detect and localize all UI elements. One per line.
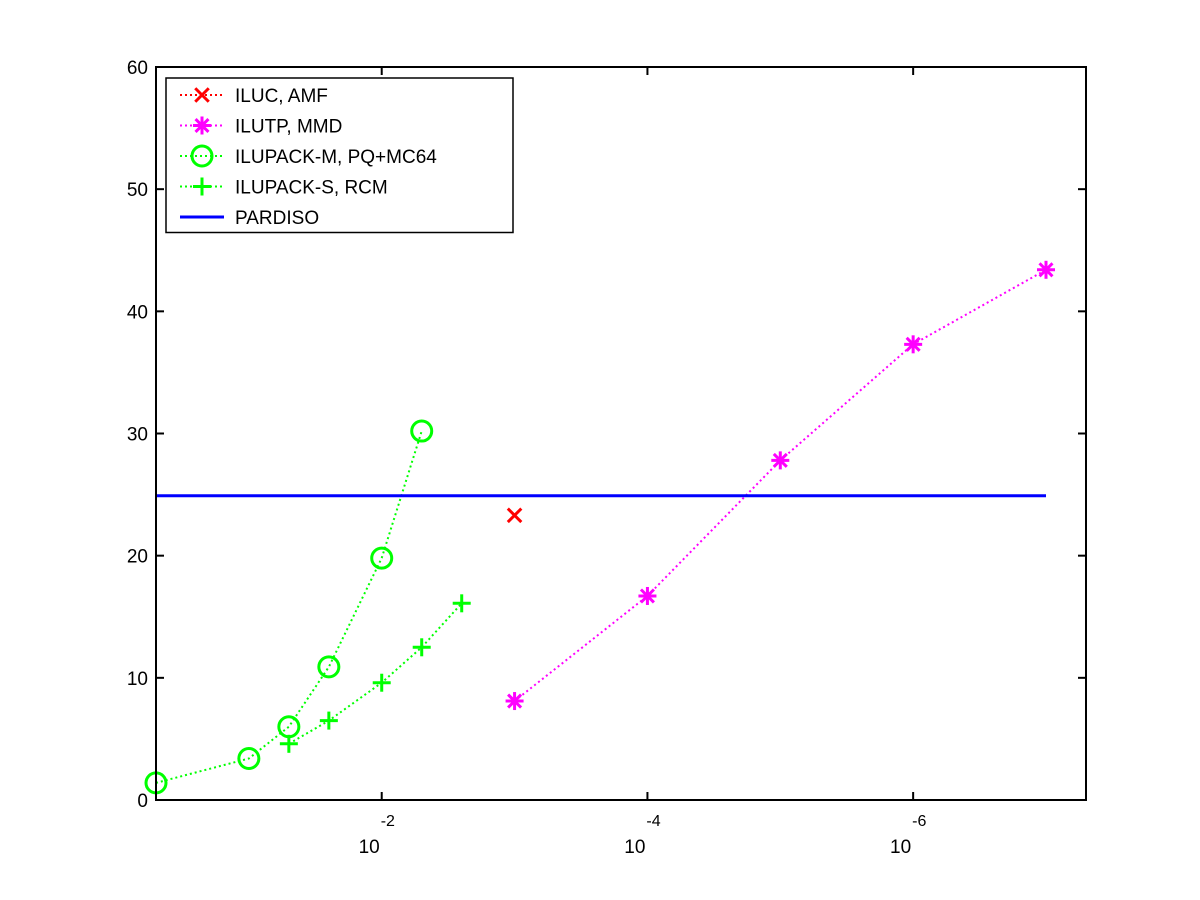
marker-stroke: [237, 746, 261, 770]
series-iluc-amf: [506, 507, 523, 524]
data-point: [372, 673, 391, 692]
data-point: [638, 586, 657, 605]
y-tick-label: 30: [127, 425, 148, 446]
y-tick-label: 50: [127, 180, 148, 201]
x-tick-label-base: 10: [624, 837, 645, 858]
marker-stroke: [194, 117, 210, 134]
legend-label: ILUPACK-S, RCM: [235, 178, 388, 199]
legend-item-ilupack-s-rcm: ILUPACK-S, RCM: [180, 177, 388, 199]
data-point: [505, 692, 524, 711]
data-point: [317, 655, 341, 679]
data-point: [452, 594, 471, 613]
data-point: [279, 734, 298, 753]
legend-item-pardiso: PARDISO: [180, 208, 319, 229]
data-point: [412, 638, 431, 657]
data-point: [370, 546, 394, 570]
marker-stroke: [370, 546, 394, 570]
marker-stroke: [507, 693, 523, 709]
x-tick-label-exponent: -2: [381, 813, 395, 830]
legend-box: [165, 77, 514, 234]
marker-stroke: [194, 87, 210, 103]
y-tick-label: 40: [127, 302, 148, 323]
marker-stroke: [317, 655, 341, 679]
data-point: [506, 507, 523, 524]
marker-stroke: [639, 588, 655, 604]
legend-label: ILUC, AMF: [235, 86, 328, 107]
data-point: [771, 451, 790, 470]
y-tick-label: 0: [137, 791, 148, 812]
legend-label: ILUTP, MMD: [235, 117, 342, 138]
data-point: [1037, 260, 1056, 279]
data-point: [237, 746, 261, 770]
legend-item-ilutp-mmd: ILUTP, MMD: [180, 116, 342, 138]
data-point: [904, 335, 923, 354]
series-line: [155, 430, 423, 784]
data-point: [319, 711, 338, 730]
marker-stroke: [190, 144, 214, 168]
legend-label: ILUPACK-M, PQ+MC64: [235, 147, 437, 168]
legend-item-iluc-amf: ILUC, AMF: [180, 86, 328, 107]
legend-item-ilupack-m-pq-mc64: ILUPACK-M, PQ+MC64: [180, 144, 437, 168]
series-line: [513, 268, 1047, 702]
series-ilutp-mmd: [505, 260, 1056, 711]
marker-stroke: [410, 419, 434, 443]
legend-marker: [190, 144, 214, 168]
x-tick-label-base: 10: [359, 837, 380, 858]
marker-stroke: [506, 507, 523, 524]
marker-stroke: [1038, 262, 1054, 278]
y-tick-label: 60: [127, 58, 148, 79]
legend: ILUC, AMF ILUTP, MMD ILUPACK-M, PQ+MC64 ILU…: [165, 77, 514, 234]
x-tick-label-exponent: -4: [646, 813, 660, 830]
series-layer: [144, 260, 1056, 795]
data-point: [410, 419, 434, 443]
x-tick-label-base: 10: [890, 837, 911, 858]
marker-stroke: [905, 336, 921, 352]
legend-label: PARDISO: [235, 208, 319, 229]
x-tick-label-exponent: -6: [912, 813, 926, 830]
marker-stroke: [772, 452, 788, 468]
y-tick-label: 10: [127, 669, 148, 690]
legend-marker: [193, 177, 211, 196]
legend-marker: [193, 116, 211, 135]
legend-marker: [194, 87, 210, 103]
y-tick-label: 20: [127, 547, 148, 568]
series-ilupack-s-rcm: [279, 594, 471, 753]
